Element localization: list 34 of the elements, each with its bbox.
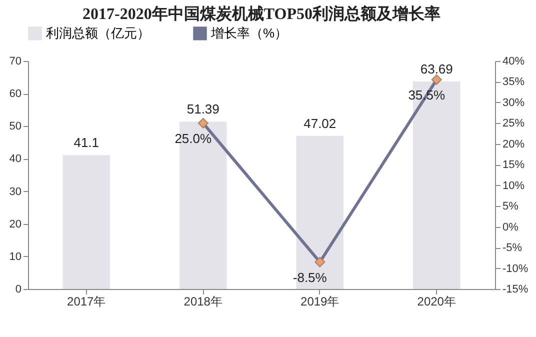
- y2-tick-label: 0%: [502, 221, 519, 234]
- y-tick-label: 20: [9, 218, 22, 230]
- data-label: 63.69: [420, 62, 453, 77]
- y2-tick-label: 20%: [502, 138, 525, 150]
- y2-tick-label: 15%: [502, 159, 525, 172]
- y2-tick-label: -5%: [502, 242, 522, 254]
- x-tick-label: 2020年: [417, 294, 456, 308]
- y-tick-label: 30: [9, 186, 22, 198]
- y2-tick-label: -10%: [502, 262, 528, 275]
- y2-tick-label: 5%: [502, 200, 519, 213]
- bar: [62, 155, 110, 289]
- data-label: 47.02: [304, 116, 336, 131]
- y-tick-label: 60: [9, 88, 22, 100]
- x-tick-label: 2017年: [67, 294, 106, 308]
- y-tick-label: 70: [9, 56, 22, 68]
- y2-tick-label: 40%: [502, 56, 525, 68]
- y2-tick-label: -15%: [502, 284, 528, 296]
- y2-tick-label: 30%: [502, 96, 525, 109]
- data-label: 41.1: [74, 135, 100, 150]
- legend-label: 利润总额（亿元）: [46, 25, 150, 40]
- y-tick-label: 50: [9, 120, 22, 133]
- y2-tick-label: 25%: [502, 118, 525, 130]
- y-tick-label: 40: [9, 153, 22, 166]
- x-tick-label: 2019年: [300, 294, 340, 308]
- data-label: 51.39: [186, 102, 220, 117]
- chart-title: 2017-2020年中国煤炭机械TOP50利润总额及增长率: [82, 4, 440, 23]
- y2-tick-label: 10%: [502, 180, 525, 192]
- y-tick-label: 10: [9, 250, 22, 263]
- y2-tick-label: 35%: [502, 76, 525, 88]
- data-label: 25.0%: [174, 131, 212, 146]
- legend-label: 增长率（%）: [210, 25, 288, 40]
- x-tick-label: 2018年: [184, 294, 222, 308]
- y-tick-label: 0: [15, 284, 22, 296]
- data-label: -8.5%: [292, 270, 328, 286]
